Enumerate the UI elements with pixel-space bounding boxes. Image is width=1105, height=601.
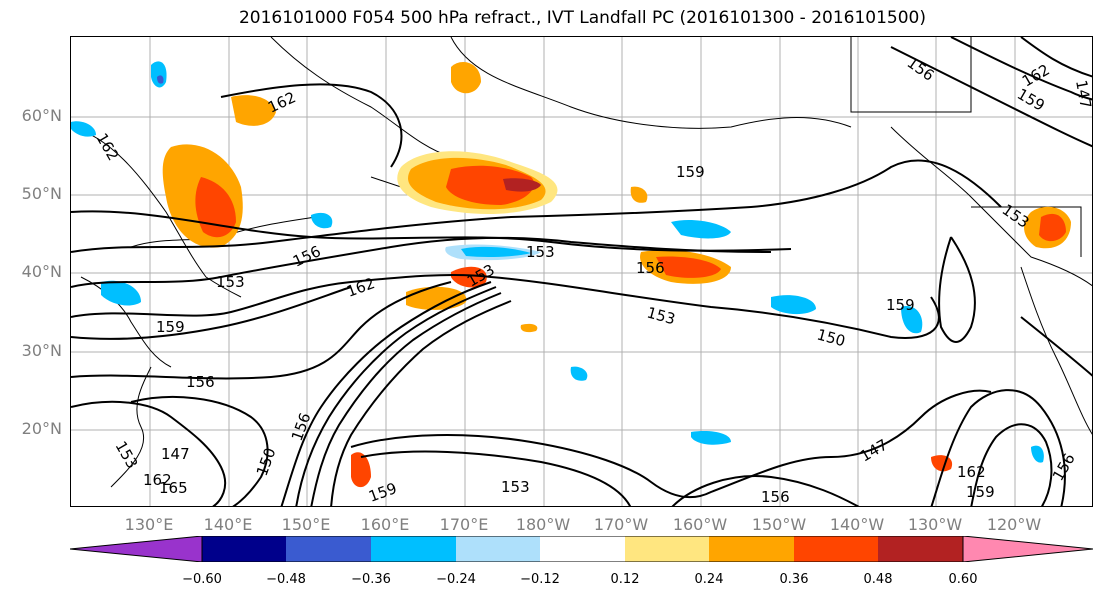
shade-patch (311, 212, 333, 229)
shade-patch (771, 295, 816, 315)
lat-label-40n: 40°N (21, 262, 62, 281)
shade-patch (231, 95, 276, 126)
colorbar-tick: 0.36 (779, 572, 809, 587)
shade-patch (451, 266, 487, 288)
colorbar (70, 536, 1093, 562)
lon-label-180w: 180°W (515, 515, 571, 534)
contour-label: 156 (186, 373, 215, 391)
shade-patch (656, 256, 721, 278)
colorbar-segment (202, 536, 286, 562)
lat-label-60n: 60°N (21, 106, 62, 125)
lon-label-140w: 140°W (829, 515, 885, 534)
contour-label: 156 (761, 488, 790, 506)
shade-patch (931, 455, 953, 472)
contour-lines (71, 37, 1092, 506)
colorbar-segment (456, 536, 540, 562)
contour-label: 153 (526, 243, 555, 261)
colorbar-segment (625, 536, 709, 562)
contour-label: 153 (216, 273, 245, 291)
shade-patch (461, 246, 531, 257)
shade-patch (71, 121, 96, 137)
contour-label: 159 (366, 479, 399, 506)
colorbar-tick: 0.24 (694, 572, 724, 587)
shade-patch (406, 286, 467, 310)
contour-label: 156 (904, 54, 938, 85)
contour-label: 162 (344, 274, 377, 301)
contour-label: 147 (857, 436, 891, 466)
colorbar-extend-high (962, 536, 1093, 562)
shaded-fields (71, 61, 1071, 488)
contour-label: 150 (253, 445, 280, 478)
contour-label: 156 (636, 259, 665, 277)
shade-patch (157, 75, 164, 84)
colorbar-tick: −0.48 (266, 572, 306, 587)
contour-label: 162 (265, 88, 299, 116)
shade-patch (151, 61, 167, 88)
colorbar-segment (540, 536, 625, 562)
contour-label: 147 (1072, 79, 1093, 110)
shade-patch (101, 280, 141, 306)
coastlines (71, 37, 1092, 488)
shade-patch (570, 366, 588, 381)
contour-label: 153 (501, 478, 530, 496)
lon-label-160w: 160°W (672, 515, 728, 534)
contour-label: 165 (159, 479, 188, 497)
contour-label: 156 (288, 410, 315, 443)
shade-patch (671, 220, 731, 239)
map-canvas: 162 162 156 153 162 159 156 153 153 156 … (71, 37, 1093, 506)
colorbar-tick: −0.12 (520, 572, 560, 587)
contour-label: 162 (143, 471, 172, 489)
colorbar-extend-low (70, 536, 203, 562)
contour-label: 159 (886, 296, 915, 314)
contour-label: 153 (645, 303, 677, 328)
contour-label: 159 (156, 318, 185, 336)
colorbar-tick: 0.12 (610, 572, 640, 587)
contour-label: 147 (161, 445, 190, 463)
lon-label-150e: 150°E (281, 515, 331, 534)
colorbar-segment (286, 536, 371, 562)
shade-patch (451, 62, 481, 94)
lon-label-140e: 140°E (203, 515, 253, 534)
colorbar-segment (709, 536, 794, 562)
shade-patch (351, 452, 371, 488)
shade-patch (446, 165, 535, 205)
contour-label: 150 (815, 325, 847, 350)
lat-label-20n: 20°N (21, 419, 62, 438)
map-title: 2016101000 F054 500 hPa refract., IVT La… (238, 8, 926, 28)
colorbar-tick: 0.60 (948, 572, 978, 587)
contour-label: 162 (957, 463, 986, 481)
colorbar-segment (794, 536, 878, 562)
shade-patch (1031, 445, 1044, 463)
contour-label: 153 (112, 438, 142, 472)
contour-label: 156 (1049, 450, 1079, 484)
lon-label-130w: 130°W (907, 515, 963, 534)
lat-label-50n: 50°N (21, 184, 62, 203)
shade-patch (691, 431, 731, 445)
shade-patch (630, 186, 648, 203)
contour-label: 159 (966, 483, 995, 501)
lon-label-150w: 150°W (751, 515, 807, 534)
colorbar-segment (371, 536, 456, 562)
shade-patch (520, 323, 538, 333)
lat-label-30n: 30°N (21, 341, 62, 360)
lon-label-160e: 160°E (360, 515, 410, 534)
colorbar-tick: −0.36 (351, 572, 391, 587)
contour-label: 162 (93, 130, 123, 164)
lon-label-120w: 120°W (986, 515, 1042, 534)
shade-patch (1039, 213, 1066, 242)
shade-patch (503, 178, 541, 192)
lon-label-130e: 130°E (124, 515, 174, 534)
gridlines (71, 37, 1092, 506)
colorbar-tick: −0.24 (436, 572, 476, 587)
colorbar-segment (878, 536, 963, 562)
map-panel: 162 162 156 153 162 159 156 153 153 156 … (70, 36, 1093, 507)
colorbar-tick: −0.60 (182, 572, 222, 587)
shade-patch (901, 306, 923, 334)
contour-label: 159 (676, 163, 705, 181)
lon-label-170w: 170°W (593, 515, 649, 534)
colorbar-tick: 0.48 (863, 572, 893, 587)
lon-label-170e: 170°E (439, 515, 489, 534)
